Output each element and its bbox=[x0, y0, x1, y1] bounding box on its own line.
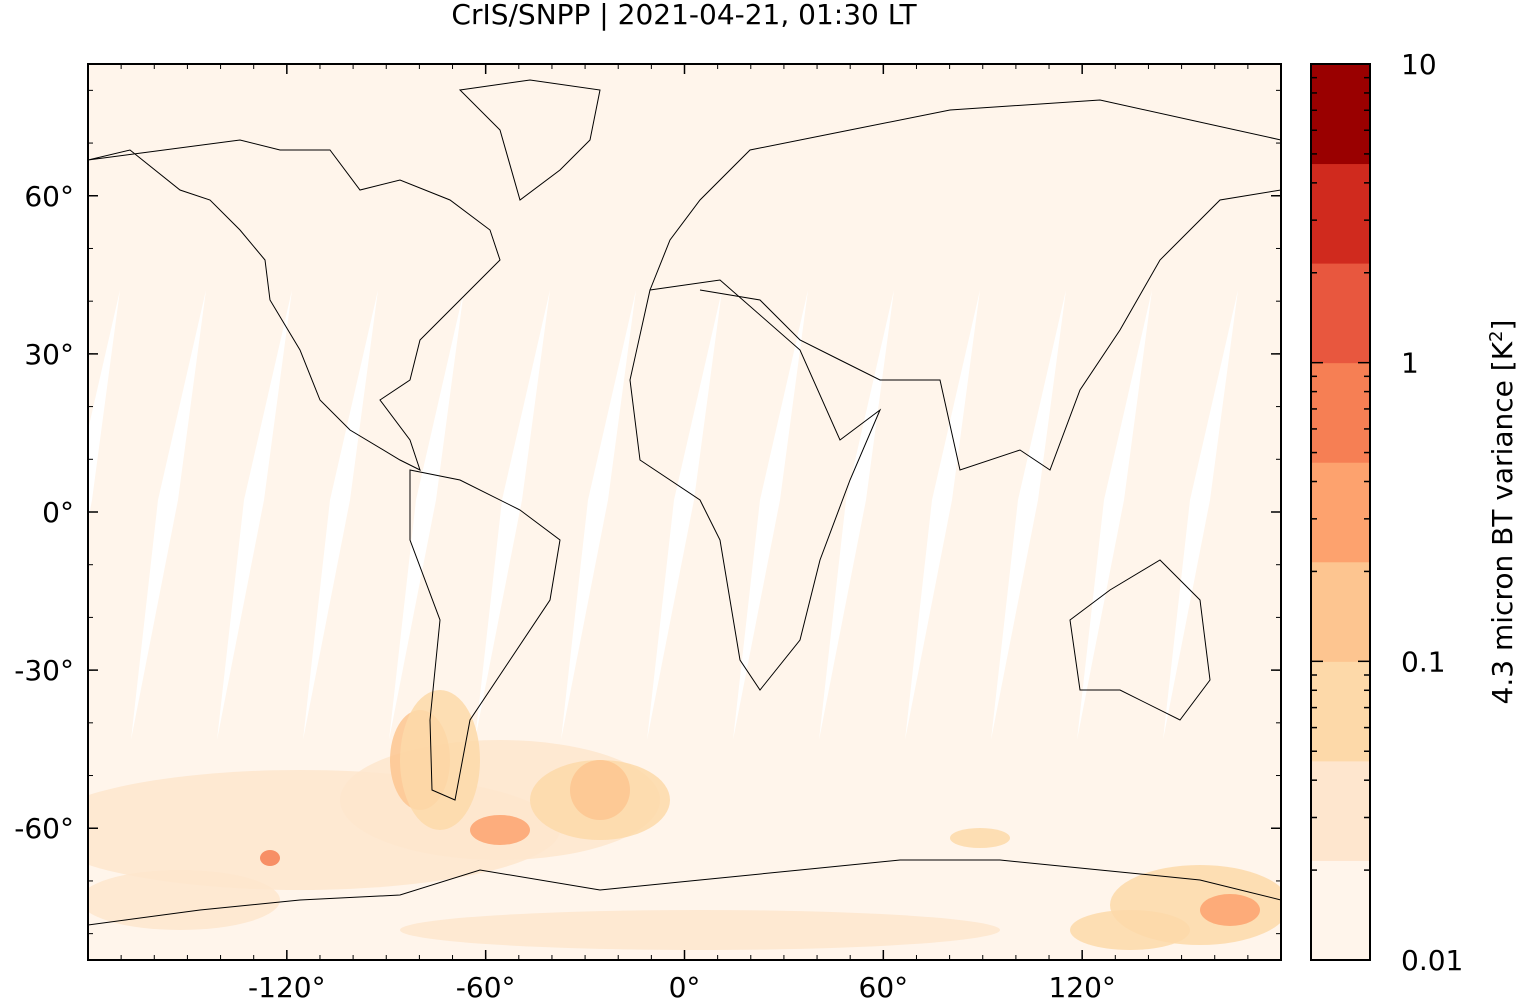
colorbar-band bbox=[1311, 362, 1370, 463]
swath-gap bbox=[991, 290, 1066, 740]
y-tick-label: 60° bbox=[24, 180, 74, 213]
colorbar-frame bbox=[1310, 63, 1371, 961]
x-tick-label: -60° bbox=[456, 971, 516, 1002]
coastline-africa bbox=[629, 279, 882, 691]
plot-title: CrIS/SNPP | 2021-04-21, 01:30 LT bbox=[451, 0, 917, 31]
y-tick-label: 30° bbox=[24, 338, 74, 371]
colorbar-tick-label: 10 bbox=[1401, 48, 1437, 81]
swath-gap bbox=[217, 290, 292, 740]
coastlines bbox=[88, 79, 1281, 926]
swath-gap bbox=[905, 290, 980, 740]
variance-patch bbox=[1200, 894, 1260, 926]
swath-gap bbox=[1077, 290, 1152, 740]
coastline-greenland bbox=[458, 79, 601, 201]
variance-patch bbox=[88, 870, 280, 930]
colorbar-tick-label: 1 bbox=[1401, 347, 1419, 380]
x-tick-label: 0° bbox=[669, 971, 701, 1002]
coastline-eurasia bbox=[649, 99, 1281, 471]
variance-patch bbox=[950, 828, 1010, 848]
swath-gap bbox=[733, 290, 808, 740]
y-tick-label: -30° bbox=[14, 654, 74, 687]
colorbar-tick-label: 0.1 bbox=[1401, 645, 1446, 678]
colorbar-band bbox=[1311, 263, 1370, 364]
colorbar-label: 4.3 micron BT variance [K2] bbox=[1486, 320, 1519, 705]
variance-patch bbox=[1070, 910, 1190, 950]
variance-patch bbox=[400, 690, 480, 830]
x-tick-label: 120° bbox=[1048, 971, 1115, 1002]
swath-gap bbox=[389, 290, 464, 740]
swath-gap bbox=[475, 290, 550, 740]
colorbar-band bbox=[1311, 64, 1370, 165]
swath-gap bbox=[303, 290, 378, 740]
variance-patch bbox=[470, 815, 530, 845]
map-area bbox=[88, 64, 1281, 960]
colorbar-band bbox=[1311, 163, 1370, 264]
swath-gaps bbox=[88, 290, 1238, 740]
y-tick-label: 0° bbox=[42, 496, 74, 529]
colorbar-tick-label: 0.01 bbox=[1401, 944, 1463, 977]
swath-gap bbox=[88, 290, 120, 521]
colorbar-band bbox=[1311, 860, 1370, 961]
coastline-north-america bbox=[88, 139, 501, 471]
coastline-south-america bbox=[409, 469, 561, 801]
swath-gap bbox=[1163, 290, 1238, 740]
swath-gap bbox=[561, 290, 636, 740]
colorbar-band bbox=[1311, 760, 1370, 861]
coastline-australia bbox=[1069, 559, 1211, 721]
colorbar-band bbox=[1311, 561, 1370, 662]
swath-gap bbox=[647, 290, 722, 740]
colorbar-band bbox=[1311, 462, 1370, 563]
map-axes: -120° -60° 0° 60° 120° 60° 30° 0° -30° -60° bbox=[14, 64, 1281, 1002]
variance-patch bbox=[400, 910, 1000, 950]
colorbar: 0.01 0.1 1 10 bbox=[1310, 48, 1463, 977]
x-tick-label: 60° bbox=[859, 971, 909, 1002]
variance-patches bbox=[88, 690, 1281, 950]
coastline-antarctica bbox=[88, 859, 1281, 926]
x-tick-label: -120° bbox=[248, 971, 326, 1002]
swath-gap bbox=[131, 290, 206, 740]
variance-patch bbox=[260, 850, 280, 866]
y-tick-label: -60° bbox=[14, 812, 74, 845]
swath-gap bbox=[819, 290, 894, 740]
colorbar-band bbox=[1311, 661, 1370, 762]
variance-patch bbox=[570, 760, 630, 820]
